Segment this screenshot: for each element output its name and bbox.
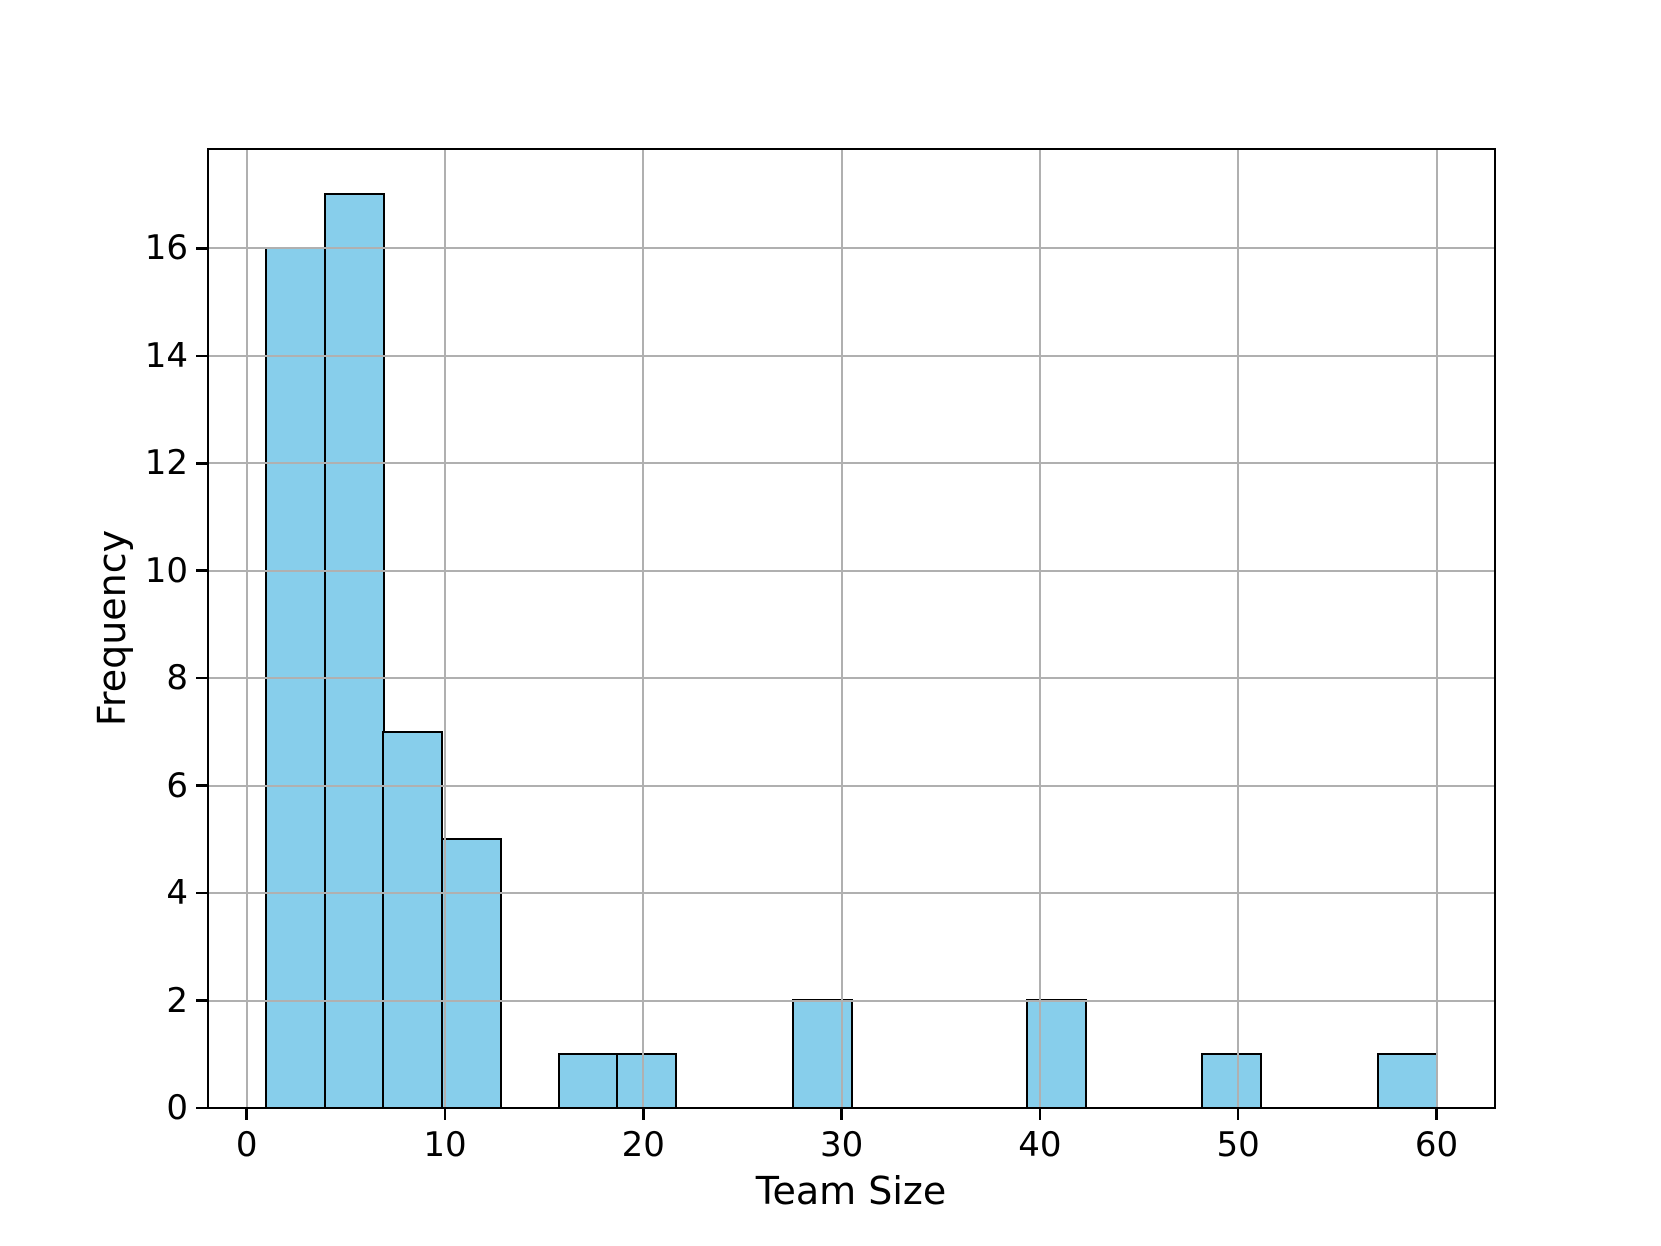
x-tick-mark — [443, 1109, 447, 1121]
y-tick-mark — [195, 247, 207, 250]
grid-line-horizontal — [208, 462, 1495, 465]
x-tick-mark — [642, 1109, 645, 1121]
grid-line-vertical — [245, 149, 248, 1108]
y-tick-mark — [195, 1106, 207, 1110]
y-tick-mark — [195, 784, 207, 787]
y-axis-label: Frequency — [90, 529, 134, 727]
y-tick-label: 2 — [166, 980, 188, 1021]
histogram-bar — [440, 838, 502, 1110]
y-tick-mark — [195, 676, 207, 680]
y-tick-label: 12 — [144, 443, 188, 484]
x-tick-label: 40 — [1018, 1125, 1062, 1165]
y-tick-mark — [195, 999, 207, 1002]
grid-line-vertical — [642, 149, 645, 1108]
x-tick-label: 50 — [1216, 1125, 1260, 1165]
x-tick-label: 30 — [819, 1125, 864, 1165]
grid-line-horizontal — [208, 354, 1495, 357]
x-tick-label: 0 — [235, 1125, 258, 1165]
y-tick-label: 6 — [166, 765, 188, 806]
histogram-bar — [1201, 1053, 1263, 1110]
x-tick-mark — [1236, 1109, 1240, 1121]
grid-line-horizontal — [208, 999, 1495, 1002]
grid-line-horizontal — [208, 569, 1495, 572]
x-tick-mark — [245, 1109, 248, 1121]
histogram-bar — [616, 1053, 678, 1110]
histogram-bar — [323, 193, 385, 1110]
y-tick-mark — [195, 891, 207, 895]
y-tick-label: 4 — [166, 873, 188, 914]
x-tick-label: 10 — [423, 1125, 467, 1165]
y-tick-label: 8 — [166, 658, 188, 699]
grid-line-vertical — [443, 149, 446, 1108]
grid-line-horizontal — [208, 892, 1495, 895]
y-tick-label: 14 — [144, 335, 188, 376]
x-axis-label: Team Size — [755, 1169, 947, 1213]
bars-layer — [208, 149, 1495, 1110]
grid-line-vertical — [1038, 149, 1041, 1108]
x-tick-label: 60 — [1414, 1125, 1459, 1165]
x-tick-mark — [1038, 1109, 1042, 1121]
y-tick-label: 0 — [166, 1088, 188, 1128]
grid-line-vertical — [840, 149, 843, 1108]
grid-line-horizontal — [208, 247, 1495, 250]
x-tick-label: 20 — [621, 1125, 665, 1165]
y-tick-label: 16 — [144, 228, 188, 269]
y-tick-mark — [195, 569, 207, 572]
x-tick-mark — [840, 1109, 843, 1121]
grid-line-horizontal — [208, 784, 1495, 787]
grid-layer — [208, 149, 1495, 1108]
grid-line-vertical — [1435, 149, 1438, 1108]
y-tick-mark — [195, 462, 207, 465]
grid-line-horizontal — [208, 677, 1495, 680]
plot-area — [206, 147, 1497, 1110]
grid-line-vertical — [1237, 149, 1240, 1108]
histogram-bar — [791, 999, 853, 1110]
y-tick-label: 10 — [144, 550, 188, 591]
x-tick-mark — [1435, 1109, 1438, 1121]
y-tick-mark — [195, 354, 207, 358]
